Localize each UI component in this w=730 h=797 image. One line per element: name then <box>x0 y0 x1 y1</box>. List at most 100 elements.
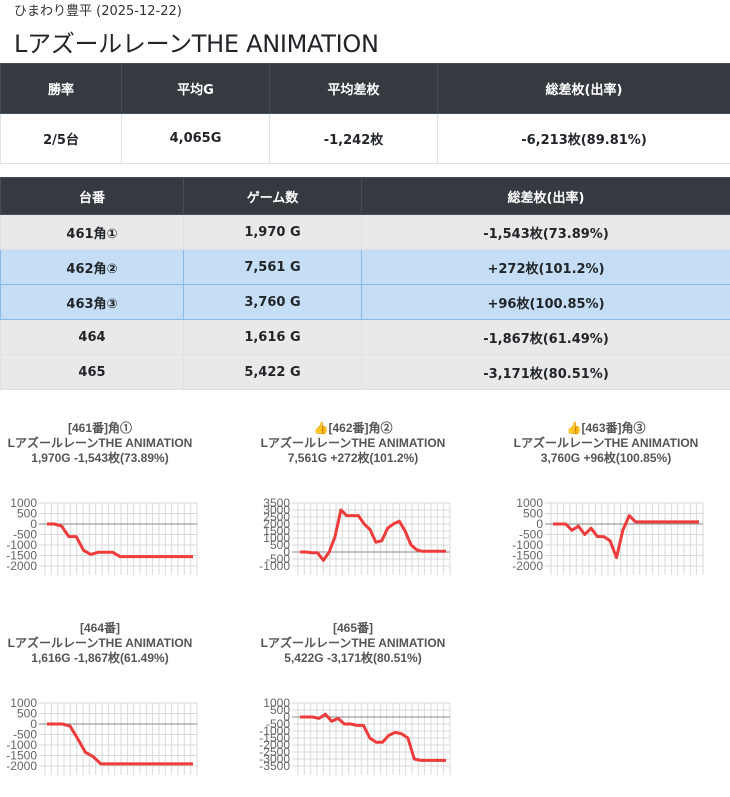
summary-avg-games: 4,065G <box>121 113 270 164</box>
chart-title-line2: LアズールレーンTHE ANIMATION <box>260 636 446 650</box>
y-tick-label: -1000 <box>6 538 37 552</box>
summary-header-winrate[interactable]: 勝率 <box>0 63 122 114</box>
y-tick-label: -1000 <box>512 538 543 552</box>
summary-table: 勝率 平均G 平均差枚 総差枚(出率) 2/5台 4,065G -1,242枚 … <box>0 63 730 164</box>
machine-number: 462角② <box>0 249 184 285</box>
chart-title-line3: 1,616G -1,867枚(61.49%) <box>31 651 169 665</box>
summary-header-total-diff[interactable]: 総差枚(出率) <box>437 63 730 114</box>
y-tick-label: -1500 <box>6 749 37 763</box>
y-tick-label: 0 <box>283 545 290 559</box>
machine-number: 461角① <box>0 214 184 250</box>
y-tick-label: -2500 <box>259 745 290 759</box>
chart-title: 👍[462番]角② LアズールレーンTHE ANIMATION 7,561G +… <box>253 421 453 466</box>
table-row[interactable]: 463角③ 3,760 G +96枚(100.85%) <box>0 284 730 320</box>
table-row[interactable]: 462角② 7,561 G +272枚(101.2%) <box>0 249 730 285</box>
y-tick-label: 3000 <box>263 503 290 517</box>
y-tick-label: 2500 <box>263 510 290 524</box>
y-tick-label: 0 <box>283 710 290 724</box>
y-tick-label: -500 <box>266 717 290 731</box>
y-tick-label: -1500 <box>512 549 543 563</box>
table-row[interactable]: 461角① 1,970 G -1,543枚(73.89%) <box>0 214 730 250</box>
y-tick-label: -2000 <box>6 759 37 773</box>
machines-header-number[interactable]: 台番 <box>0 177 184 215</box>
chart-title-line1: [465番] <box>332 621 373 635</box>
chart-title: [464番] LアズールレーンTHE ANIMATION 1,616G -1,8… <box>0 621 200 666</box>
y-tick-label: -500 <box>13 528 37 542</box>
table-row[interactable]: 464 1,616 G -1,867枚(61.49%) <box>0 319 730 355</box>
chart-title-line2: LアズールレーンTHE ANIMATION <box>7 636 193 650</box>
y-tick-label: 500 <box>270 538 290 552</box>
summary-winrate: 2/5台 <box>0 113 122 164</box>
chart-title-line1: 👍[462番]角② <box>313 421 393 435</box>
machine-diff: -3,171枚(80.51%) <box>361 354 730 390</box>
y-tick-label: -3500 <box>259 759 290 773</box>
chart-title-line3: 1,970G -1,543枚(73.89%) <box>31 451 169 465</box>
chart-title-line3: 7,561G +272枚(101.2%) <box>287 451 419 465</box>
y-tick-label: 500 <box>17 707 37 721</box>
chart-title-line1: 👍[463番]角③ <box>566 421 646 435</box>
chart-title: 👍[463番]角③ LアズールレーンTHE ANIMATION 3,760G +… <box>506 421 706 466</box>
chart-title-line1: [464番] <box>79 621 120 635</box>
y-tick-label: 1500 <box>263 524 290 538</box>
chart-462: 👍[462番]角② LアズールレーンTHE ANIMATION 7,561G +… <box>253 397 453 597</box>
summary-header-row: 勝率 平均G 平均差枚 総差枚(出率) <box>0 63 730 114</box>
summary-avg-diff: -1,242枚 <box>269 113 438 164</box>
chart-463: 👍[463番]角③ LアズールレーンTHE ANIMATION 3,760G +… <box>506 397 706 597</box>
chart-461: [461番]角① LアズールレーンTHE ANIMATION 1,970G -1… <box>0 397 200 597</box>
machine-number: 463角③ <box>0 284 184 320</box>
summary-header-avg-diff[interactable]: 平均差枚 <box>269 63 438 114</box>
machines-header-games[interactable]: ゲーム数 <box>183 177 362 215</box>
summary-header-avg-games[interactable]: 平均G <box>121 63 270 114</box>
y-tick-label: 1000 <box>263 531 290 545</box>
y-tick-label: 1000 <box>516 496 543 510</box>
machine-diff: -1,543枚(73.89%) <box>361 214 730 250</box>
y-tick-label: 0 <box>30 717 37 731</box>
machines-header-row: 台番 ゲーム数 総差枚(出率) <box>0 177 730 215</box>
table-row[interactable]: 465 5,422 G -3,171枚(80.51%) <box>0 354 730 390</box>
chart-plot: 10005000-500-1000-1500-2000-2500-3000-35… <box>259 696 451 775</box>
y-tick-label: 0 <box>536 517 543 531</box>
y-tick-label: 1000 <box>263 696 290 710</box>
y-tick-label: -1000 <box>259 559 290 573</box>
chart-title-line2: LアズールレーンTHE ANIMATION <box>260 436 446 450</box>
y-tick-label: 500 <box>523 507 543 521</box>
chart-title-line1: [461番]角① <box>67 421 132 435</box>
y-tick-label: 500 <box>270 703 290 717</box>
y-tick-label: -2000 <box>512 559 543 573</box>
y-tick-label: 1000 <box>10 696 37 710</box>
machine-games: 5,422 G <box>183 354 362 390</box>
series-line <box>300 508 446 562</box>
machines-header-total-diff[interactable]: 総差枚(出率) <box>361 177 730 215</box>
series-line <box>300 712 446 762</box>
y-tick-label: 1000 <box>10 496 37 510</box>
y-tick-label: -1000 <box>6 738 37 752</box>
chart-464: [464番] LアズールレーンTHE ANIMATION 1,616G -1,8… <box>0 597 200 797</box>
machine-games: 3,760 G <box>183 284 362 320</box>
series-line <box>47 722 193 766</box>
chart-title-line3: 5,422G -3,171枚(80.51%) <box>284 651 422 665</box>
machines-table: 台番 ゲーム数 総差枚(出率) 461角① 1,970 G -1,543枚(73… <box>0 177 730 390</box>
summary-total-diff: -6,213枚(89.81%) <box>437 113 730 164</box>
chart-465: [465番] LアズールレーンTHE ANIMATION 5,422G -3,1… <box>253 597 453 797</box>
machine-number: 465 <box>0 354 184 390</box>
chart-title: [465番] LアズールレーンTHE ANIMATION 5,422G -3,1… <box>253 621 453 666</box>
y-tick-label: -1500 <box>259 731 290 745</box>
y-tick-label: 2000 <box>263 517 290 531</box>
machine-games: 1,616 G <box>183 319 362 355</box>
y-tick-label: -500 <box>13 728 37 742</box>
series-line <box>553 514 699 560</box>
y-tick-label: -1000 <box>259 724 290 738</box>
chart-title-line2: LアズールレーンTHE ANIMATION <box>7 436 193 450</box>
y-tick-label: 3500 <box>263 496 290 510</box>
machine-diff: -1,867枚(61.49%) <box>361 319 730 355</box>
y-tick-label: 500 <box>17 507 37 521</box>
series-line <box>47 522 193 559</box>
y-tick-label: 0 <box>30 517 37 531</box>
chart-title: [461番]角① LアズールレーンTHE ANIMATION 1,970G -1… <box>0 421 200 466</box>
chart-title-line3: 3,760G +96枚(100.85%) <box>540 451 672 465</box>
y-tick-label: -500 <box>519 528 543 542</box>
